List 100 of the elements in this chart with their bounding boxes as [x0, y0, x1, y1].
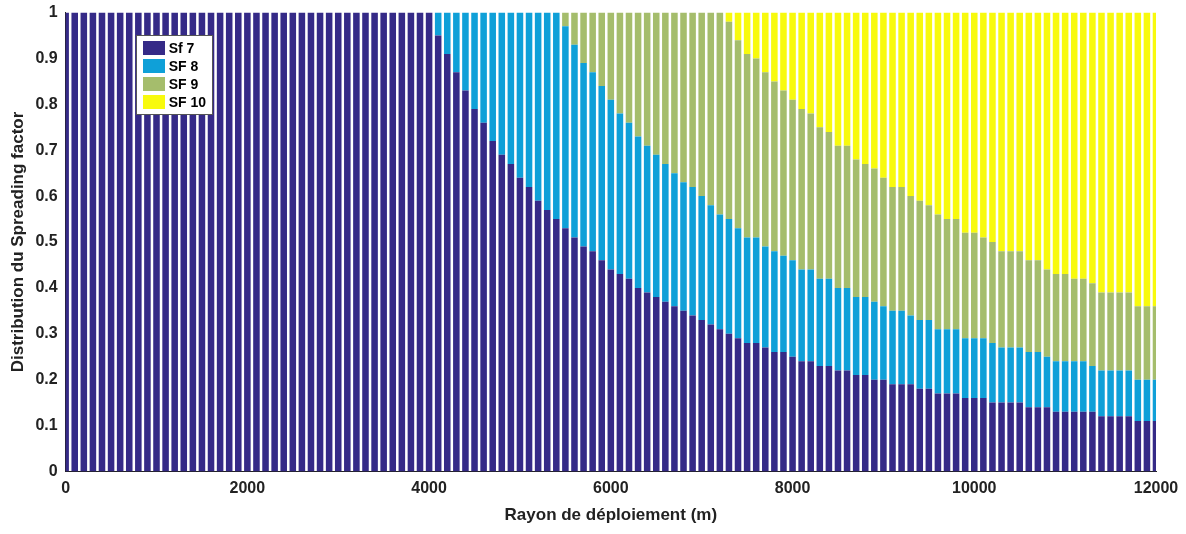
bar: [789, 260, 796, 357]
bar: [1089, 365, 1096, 412]
bar: [998, 347, 1005, 403]
bar: [1025, 260, 1033, 353]
y-tick-label: 0.9: [35, 48, 58, 66]
bar: [562, 26, 569, 229]
bar: [789, 356, 796, 472]
bar: [553, 12, 560, 220]
bar: [752, 237, 760, 343]
bar: [1098, 12, 1105, 293]
bar: [807, 113, 814, 270]
bar: [780, 255, 787, 353]
bar: [998, 12, 1005, 252]
bar: [425, 12, 433, 472]
y-tick-label: 0: [48, 461, 58, 479]
bar: [543, 209, 551, 472]
bar: [1016, 12, 1023, 252]
bar: [952, 393, 960, 472]
bar: [1125, 12, 1133, 293]
bar: [298, 12, 306, 472]
bar: [689, 186, 696, 316]
bar: [798, 269, 805, 362]
bar: [852, 159, 860, 298]
y-tick-label: 0.4: [35, 278, 58, 296]
bar: [871, 12, 878, 169]
bar: [334, 12, 342, 472]
bar: [780, 12, 787, 91]
bar: [980, 338, 987, 398]
bar: [925, 388, 933, 472]
bar: [507, 12, 515, 164]
bar: [562, 228, 569, 472]
bar: [489, 12, 496, 142]
bar: [1125, 292, 1133, 371]
bar: [961, 232, 969, 339]
bar: [1034, 407, 1042, 472]
bar: [1116, 416, 1123, 472]
x-tick-label: 10000: [952, 479, 997, 497]
bar: [789, 99, 796, 261]
bar: [889, 186, 896, 311]
bar: [1107, 370, 1114, 417]
bar: [353, 12, 360, 472]
bar: [952, 219, 960, 330]
bar: [1043, 407, 1051, 472]
bar: [1043, 269, 1051, 357]
bar: [907, 12, 914, 197]
bar: [698, 12, 705, 197]
bar: [725, 219, 733, 334]
bar: [971, 232, 978, 339]
x-tick-label: 12000: [1133, 479, 1179, 497]
bar: [625, 12, 633, 123]
y-tick-label: 0.1: [35, 415, 58, 433]
x-tick-label: 8000: [774, 479, 811, 497]
bar: [1089, 411, 1096, 472]
bar: [898, 186, 905, 311]
bar: [798, 361, 805, 472]
bar: [325, 12, 333, 472]
bar: [762, 347, 769, 472]
bar: [1070, 361, 1078, 412]
bar: [225, 12, 233, 472]
y-axis-title: Distribution du Spreading factor: [7, 111, 27, 373]
bar: [871, 379, 878, 472]
bar: [662, 12, 669, 164]
bar: [907, 196, 914, 316]
bar: [998, 402, 1005, 472]
bar: [816, 365, 824, 472]
bar: [916, 200, 924, 320]
bar: [244, 12, 251, 472]
bar: [1134, 379, 1142, 421]
bar: [716, 12, 724, 215]
bar: [943, 12, 951, 220]
bar: [1107, 292, 1114, 371]
bar: [589, 251, 596, 472]
bar: [444, 12, 451, 54]
bar: [834, 370, 842, 472]
bar: [807, 269, 814, 362]
bar: [107, 12, 115, 472]
bar: [89, 12, 97, 472]
bar: [834, 287, 842, 371]
bar: [762, 72, 769, 247]
legend-label: Sf 7: [168, 39, 195, 56]
bar: [453, 72, 460, 472]
bar: [752, 342, 760, 472]
bar: [562, 12, 569, 27]
bar: [389, 12, 397, 472]
bar: [607, 99, 615, 270]
y-tick-label: 0.5: [35, 232, 58, 250]
bar: [707, 12, 715, 206]
bar: [307, 12, 315, 472]
bar: [1070, 278, 1078, 362]
x-tick-label: 2000: [229, 479, 266, 497]
bar: [852, 375, 860, 472]
bar: [1007, 402, 1014, 472]
bar: [934, 214, 942, 330]
bar: [707, 205, 715, 325]
bar: [580, 63, 587, 247]
bar: [707, 324, 715, 472]
bar: [916, 320, 924, 389]
bar: [680, 310, 687, 472]
legend-label: SF 9: [168, 75, 199, 92]
bar: [943, 393, 951, 472]
